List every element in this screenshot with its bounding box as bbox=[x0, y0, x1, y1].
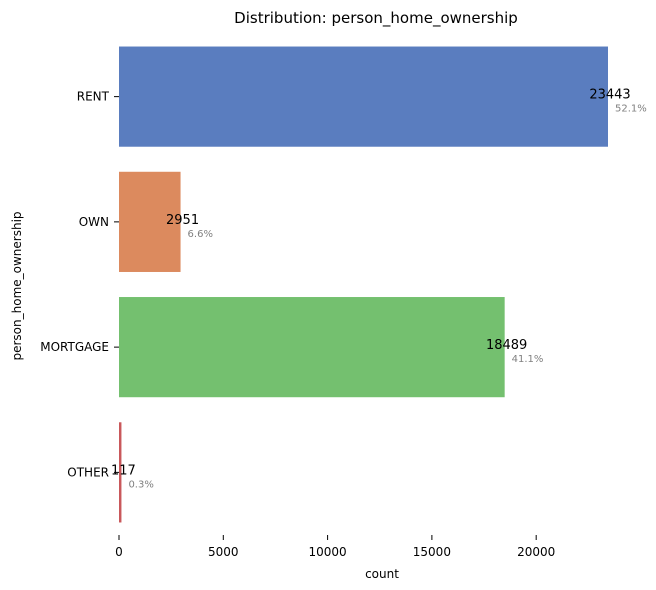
x-axis: 0 5000 10000 15000 20000 bbox=[115, 535, 555, 559]
bar-rent bbox=[119, 46, 608, 147]
percent-label-other: 0.3% bbox=[128, 479, 153, 490]
y-tick-label-mortgage: MORTGAGE bbox=[40, 340, 109, 354]
percent-label-rent: 52.1% bbox=[615, 104, 647, 115]
y-axis-label: person_home_ownership bbox=[10, 211, 24, 360]
bars-group bbox=[119, 46, 608, 523]
value-label-other: 117 bbox=[111, 463, 136, 478]
value-label-own: 2951 bbox=[166, 213, 199, 228]
y-tick-label-other: OTHER bbox=[67, 465, 109, 479]
x-tick-label-15000: 15000 bbox=[413, 545, 451, 559]
y-tick-label-rent: RENT bbox=[77, 90, 110, 104]
bar-mortgage bbox=[119, 297, 505, 398]
x-tick-label-5000: 5000 bbox=[208, 545, 239, 559]
chart-title: Distribution: person_home_ownership bbox=[234, 9, 518, 28]
value-label-mortgage: 18489 bbox=[486, 338, 527, 353]
bar-other bbox=[119, 422, 122, 523]
x-axis-label: count bbox=[365, 567, 399, 581]
bar-own bbox=[119, 171, 181, 272]
x-tick-label-0: 0 bbox=[115, 545, 123, 559]
y-tick-label-own: OWN bbox=[79, 215, 109, 229]
percent-label-mortgage: 41.1% bbox=[512, 354, 544, 365]
x-tick-label-20000: 20000 bbox=[517, 545, 555, 559]
y-axis: RENT OWN MORTGAGE OTHER bbox=[40, 90, 119, 479]
value-label-rent: 23443 bbox=[589, 88, 630, 103]
percent-label-own: 6.6% bbox=[188, 229, 213, 240]
x-tick-label-10000: 10000 bbox=[308, 545, 346, 559]
